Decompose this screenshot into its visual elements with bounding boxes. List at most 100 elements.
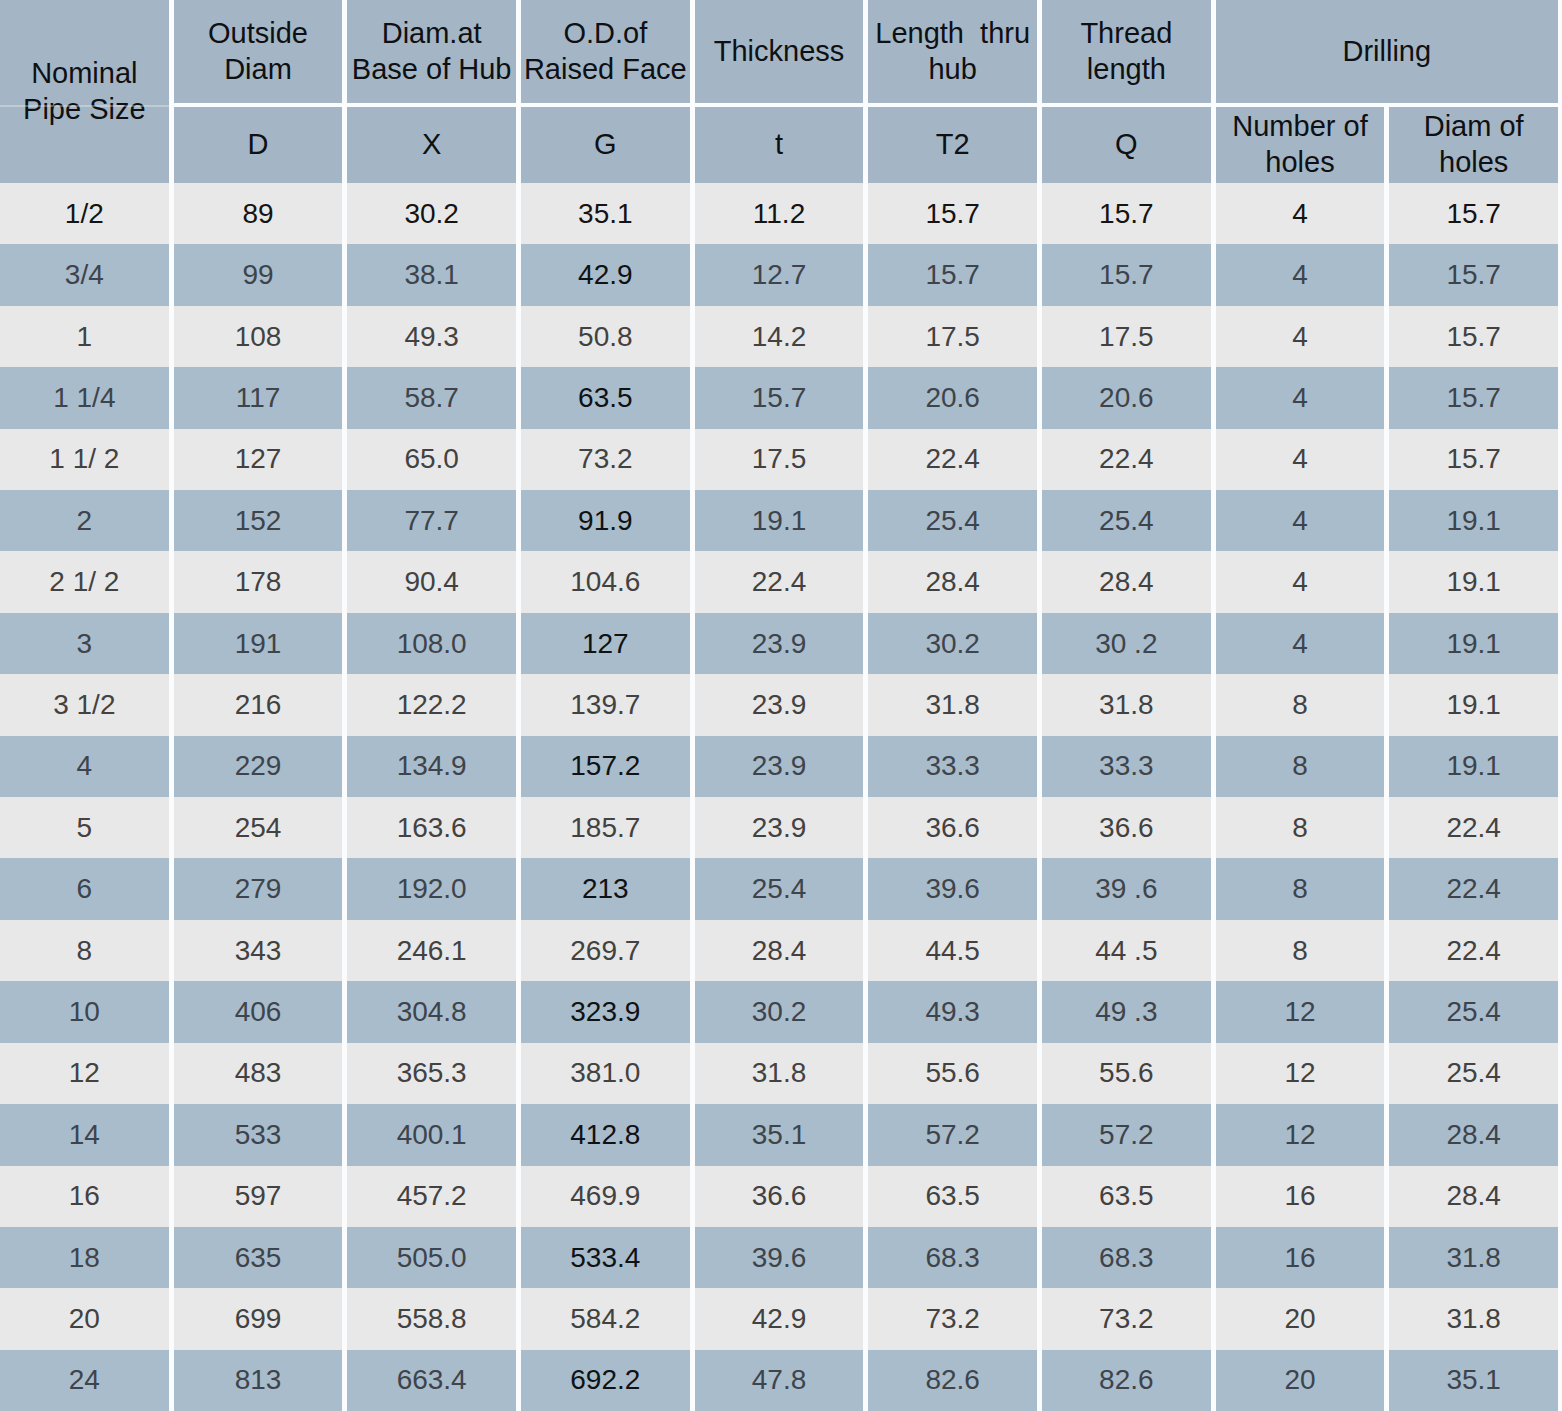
- value-cell: 699: [174, 1288, 343, 1349]
- value-cell: 22.4: [1389, 858, 1558, 919]
- value-cell: 31.8: [1389, 1227, 1558, 1288]
- value-cell: 17.5: [695, 429, 864, 490]
- value-cell: 15.7: [1042, 183, 1211, 244]
- value-cell: 343: [174, 920, 343, 981]
- value-cell: 533.4: [521, 1227, 690, 1288]
- value-cell: 108: [174, 306, 343, 367]
- table-row: 24813663.4692.247.882.682.62035.1: [0, 1350, 1558, 1411]
- value-cell: 412.8: [521, 1104, 690, 1165]
- table-row: 4229134.9157.223.933.333.3819.1: [0, 736, 1558, 797]
- value-cell: 19.1: [1389, 613, 1558, 674]
- header-symbol-x: X: [347, 107, 516, 183]
- pipe-size-cell: 3: [0, 613, 169, 674]
- value-cell: 28.4: [1389, 1166, 1558, 1227]
- value-cell: 73.2: [521, 429, 690, 490]
- value-cell: 122.2: [347, 674, 516, 735]
- value-cell: 33.3: [868, 736, 1037, 797]
- value-cell: 30.2: [868, 613, 1037, 674]
- value-cell: 19.1: [1389, 736, 1558, 797]
- value-cell: 584.2: [521, 1288, 690, 1349]
- value-cell: 22.4: [1042, 429, 1211, 490]
- value-cell: 82.6: [1042, 1350, 1211, 1411]
- header-number-of-holes: Number of holes: [1216, 107, 1385, 183]
- value-cell: 15.7: [1042, 244, 1211, 305]
- value-cell: 90.4: [347, 551, 516, 612]
- pipe-size-cell: 3 1/2: [0, 674, 169, 735]
- value-cell: 30.2: [695, 981, 864, 1042]
- value-cell: 178: [174, 551, 343, 612]
- value-cell: 692.2: [521, 1350, 690, 1411]
- value-cell: 25.4: [1042, 490, 1211, 551]
- value-cell: 4: [1216, 551, 1385, 612]
- value-cell: 15.7: [1389, 367, 1558, 428]
- table-row: 2 1/ 217890.4104.622.428.428.4419.1: [0, 551, 1558, 612]
- value-cell: 483: [174, 1043, 343, 1104]
- value-cell: 213: [521, 858, 690, 919]
- value-cell: 73.2: [1042, 1288, 1211, 1349]
- header-symbol-t2: T2: [868, 107, 1037, 183]
- value-cell: 39.6: [868, 858, 1037, 919]
- value-cell: 117: [174, 367, 343, 428]
- pipe-size-cell: 2: [0, 490, 169, 551]
- value-cell: 22.4: [1389, 797, 1558, 858]
- value-cell: 68.3: [1042, 1227, 1211, 1288]
- value-cell: 99: [174, 244, 343, 305]
- value-cell: 457.2: [347, 1166, 516, 1227]
- value-cell: 269.7: [521, 920, 690, 981]
- value-cell: 406: [174, 981, 343, 1042]
- pipe-size-cell: 6: [0, 858, 169, 919]
- value-cell: 89: [174, 183, 343, 244]
- table-body: 1/28930.235.111.215.715.7415.73/49938.14…: [0, 183, 1558, 1411]
- value-cell: 469.9: [521, 1166, 690, 1227]
- value-cell: 20: [1216, 1350, 1385, 1411]
- value-cell: 323.9: [521, 981, 690, 1042]
- header-nominal-pipe-size: Nominal Pipe Size: [0, 0, 169, 183]
- value-cell: 31.8: [1389, 1288, 1558, 1349]
- header-symbol-q: Q: [1042, 107, 1211, 183]
- value-cell: 57.2: [1042, 1104, 1211, 1165]
- value-cell: 163.6: [347, 797, 516, 858]
- value-cell: 20: [1216, 1288, 1385, 1349]
- pipe-size-cell: 18: [0, 1227, 169, 1288]
- value-cell: 533: [174, 1104, 343, 1165]
- header-diam-base-hub: Diam.at Base of Hub: [347, 0, 516, 107]
- value-cell: 19.1: [1389, 674, 1558, 735]
- value-cell: 91.9: [521, 490, 690, 551]
- value-cell: 12.7: [695, 244, 864, 305]
- value-cell: 134.9: [347, 736, 516, 797]
- table-row: 3/49938.142.912.715.715.7415.7: [0, 244, 1558, 305]
- value-cell: 73.2: [868, 1288, 1037, 1349]
- value-cell: 55.6: [1042, 1043, 1211, 1104]
- value-cell: 58.7: [347, 367, 516, 428]
- value-cell: 28.4: [868, 551, 1037, 612]
- table-row: 20699558.8584.242.973.273.22031.8: [0, 1288, 1558, 1349]
- value-cell: 19.1: [695, 490, 864, 551]
- value-cell: 17.5: [868, 306, 1037, 367]
- value-cell: 49.3: [868, 981, 1037, 1042]
- value-cell: 36.6: [1042, 797, 1211, 858]
- value-cell: 104.6: [521, 551, 690, 612]
- value-cell: 15.7: [868, 244, 1037, 305]
- pipe-size-cell: 1: [0, 306, 169, 367]
- table-row: 215277.791.919.125.425.4419.1: [0, 490, 1558, 551]
- value-cell: 35.1: [695, 1104, 864, 1165]
- value-cell: 8: [1216, 674, 1385, 735]
- pipe-size-cell: 24: [0, 1350, 169, 1411]
- table-row: 8343246.1269.728.444.544 .5822.4: [0, 920, 1558, 981]
- value-cell: 42.9: [695, 1288, 864, 1349]
- value-cell: 25.4: [1389, 981, 1558, 1042]
- value-cell: 36.6: [868, 797, 1037, 858]
- value-cell: 4: [1216, 306, 1385, 367]
- value-cell: 663.4: [347, 1350, 516, 1411]
- value-cell: 558.8: [347, 1288, 516, 1349]
- value-cell: 22.4: [868, 429, 1037, 490]
- value-cell: 4: [1216, 244, 1385, 305]
- value-cell: 28.4: [695, 920, 864, 981]
- pipe-size-cell: 12: [0, 1043, 169, 1104]
- value-cell: 19.1: [1389, 551, 1558, 612]
- value-cell: 16: [1216, 1227, 1385, 1288]
- value-cell: 25.4: [695, 858, 864, 919]
- value-cell: 17.5: [1042, 306, 1211, 367]
- table-row: 16597457.2469.936.663.563.51628.4: [0, 1166, 1558, 1227]
- value-cell: 108.0: [347, 613, 516, 674]
